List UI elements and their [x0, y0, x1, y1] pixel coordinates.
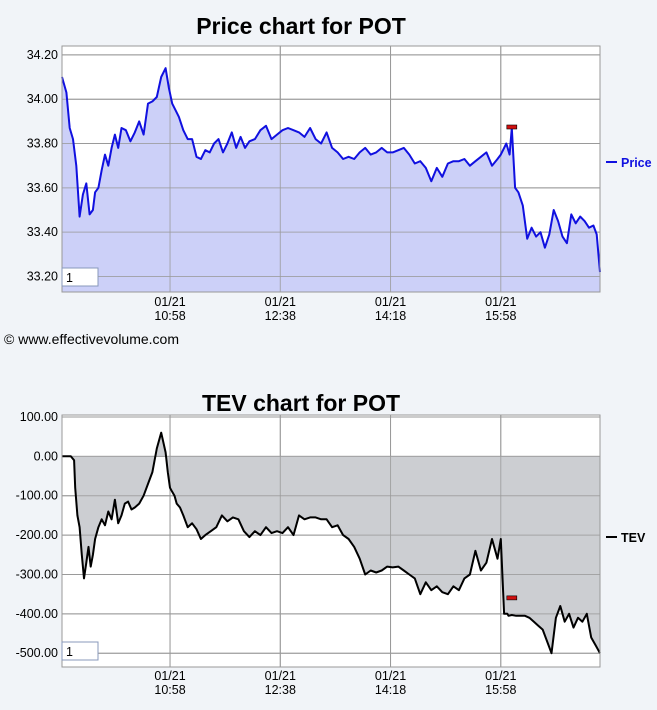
tev-area-fill [62, 432, 600, 654]
tev-x-tick-date: 01/21 [375, 669, 406, 683]
tev-box-frame [61, 641, 99, 661]
tev-event-marker [506, 595, 518, 601]
copyright-text: © www.effectivevolume.com [4, 331, 180, 347]
price-x-tick-time: 12:38 [265, 309, 296, 323]
tev-y-tick-label: -500.00 [16, 646, 58, 660]
price-y-tick-label: 33.20 [27, 269, 58, 283]
price-box-frame [61, 267, 99, 287]
tev-x-tick-date: 01/21 [154, 669, 185, 683]
tev-y-tick-label: -300.00 [16, 567, 58, 581]
price-y-tick-label: 33.80 [27, 137, 58, 151]
tev-plot-frame [61, 414, 601, 668]
price-y-tick-label: 34.20 [27, 48, 58, 62]
tev-y-tick-label: -400.00 [16, 607, 58, 621]
tev-box[interactable]: 1 [61, 641, 99, 661]
tev-x-tick-time: 15:58 [485, 683, 516, 697]
price-chart: Price chart for POT 34.20 34.00 33.80 33.60… [27, 13, 652, 323]
tev-x-tick-date: 01/21 [265, 669, 296, 683]
price-series-line [61, 67, 601, 273]
tev-legend-label: TEV [621, 531, 646, 545]
tev-x-tick-date: 01/21 [485, 669, 516, 683]
price-x-tick-date: 01/21 [154, 295, 185, 309]
price-y-tick-label: 33.60 [27, 181, 58, 195]
tev-y-tick-label: -100.00 [16, 489, 58, 503]
tev-marker [506, 595, 518, 601]
tev-chart: TEV chart for POT 100.00 0.00 -100.00 -200.… [16, 390, 646, 697]
price-box[interactable]: 1 [61, 267, 99, 287]
price-legend: Price [606, 156, 652, 170]
price-x-tick-date: 01/21 [485, 295, 516, 309]
price-y-axis: 34.20 34.00 33.80 33.60 33.40 33.20 [27, 48, 58, 284]
tev-legend: TEV [606, 531, 646, 545]
price-chart-title: Price chart for POT [196, 13, 406, 39]
price-y-tick-label: 34.00 [27, 92, 58, 106]
price-x-tick-time: 10:58 [154, 309, 185, 323]
tev-x-tick-time: 14:18 [375, 683, 406, 697]
tev-box-label: 1 [66, 645, 73, 659]
price-plot-frame [61, 45, 601, 293]
price-area-fill [62, 68, 600, 292]
price-event-marker [506, 124, 518, 130]
price-area [61, 46, 601, 292]
price-box-label: 1 [66, 271, 73, 285]
tev-y-tick-label: -200.00 [16, 528, 58, 542]
price-x-tick-time: 15:58 [485, 309, 516, 323]
tev-x-tick-time: 12:38 [265, 683, 296, 697]
tev-area [62, 415, 601, 667]
tev-y-tick-label: 0.00 [34, 449, 58, 463]
price-x-tick-date: 01/21 [265, 295, 296, 309]
price-x-tick-time: 14:18 [375, 309, 406, 323]
tev-y-tick-label: 100.00 [20, 410, 58, 424]
tev-chart-title: TEV chart for POT [202, 390, 400, 416]
tev-x-tick-time: 10:58 [154, 683, 185, 697]
price-marker [506, 124, 518, 130]
price-y-tick-label: 33.40 [27, 225, 58, 239]
price-x-tick-date: 01/21 [375, 295, 406, 309]
price-legend-label: Price [621, 156, 652, 170]
tev-y-axis: 100.00 0.00 -100.00 -200.00 -300.00 -400.00 -5… [16, 410, 58, 660]
tev-series-line [62, 431, 601, 655]
